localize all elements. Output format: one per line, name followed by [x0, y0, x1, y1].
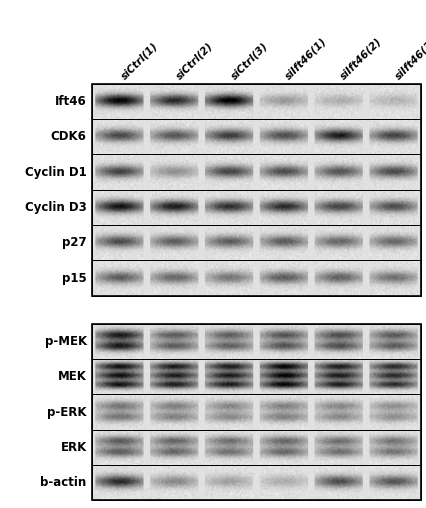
- Bar: [92, 84, 420, 296]
- Text: siIft46(2): siIft46(2): [337, 36, 383, 81]
- Bar: [92, 190, 420, 225]
- Text: siCtrl(3): siCtrl(3): [228, 41, 269, 81]
- Bar: [92, 84, 420, 119]
- Bar: [92, 324, 420, 500]
- Text: Ift46: Ift46: [55, 95, 86, 108]
- Bar: [92, 324, 420, 359]
- Text: siCtrl(1): siCtrl(1): [119, 41, 160, 81]
- Text: ERK: ERK: [60, 441, 86, 454]
- Text: siIft46(3): siIft46(3): [392, 36, 426, 81]
- Text: p-MEK: p-MEK: [44, 335, 86, 348]
- Text: p27: p27: [62, 236, 86, 249]
- Bar: [92, 261, 420, 296]
- Bar: [92, 465, 420, 500]
- Text: CDK6: CDK6: [51, 131, 86, 143]
- Bar: [92, 359, 420, 394]
- Text: siIft46(1): siIft46(1): [283, 36, 328, 81]
- Text: p-ERK: p-ERK: [47, 405, 86, 419]
- Text: b-actin: b-actin: [40, 476, 86, 489]
- Text: Cyclin D1: Cyclin D1: [25, 166, 86, 179]
- Bar: [92, 225, 420, 261]
- Text: siCtrl(2): siCtrl(2): [174, 41, 214, 81]
- Text: Cyclin D3: Cyclin D3: [25, 201, 86, 214]
- Text: p15: p15: [62, 272, 86, 284]
- Bar: [92, 154, 420, 190]
- Bar: [92, 119, 420, 154]
- Text: MEK: MEK: [58, 370, 86, 383]
- Bar: [92, 394, 420, 430]
- Bar: [92, 430, 420, 465]
